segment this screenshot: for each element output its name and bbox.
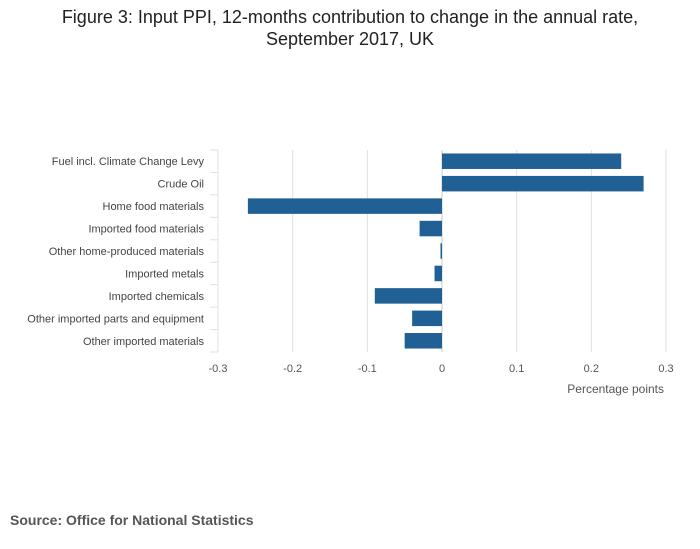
bar bbox=[442, 175, 644, 192]
chart-title-line-2: September 2017, UK bbox=[265, 29, 435, 49]
x-tick-label: -0.1 bbox=[358, 363, 377, 375]
category-label: Crude Oil bbox=[158, 179, 204, 191]
category-label: Home food materials bbox=[103, 201, 205, 213]
bar bbox=[374, 288, 442, 304]
chart-title: Figure 3: Input PPI, 12-months contribut… bbox=[0, 6, 700, 50]
category-label: Other imported parts and equipment bbox=[27, 313, 204, 325]
category-label: Imported chemicals bbox=[109, 291, 205, 303]
bar bbox=[419, 220, 442, 237]
bar bbox=[247, 198, 442, 214]
x-tick-label: 0.1 bbox=[509, 363, 524, 375]
category-label: Other imported materials bbox=[83, 336, 205, 348]
bar bbox=[434, 265, 442, 282]
bars bbox=[247, 153, 644, 349]
category-label: Other home-produced materials bbox=[49, 246, 205, 258]
category-label: Imported metals bbox=[125, 268, 204, 280]
y-axis bbox=[210, 149, 219, 353]
bar bbox=[412, 310, 442, 327]
bar bbox=[440, 243, 442, 259]
x-tick-label: 0 bbox=[439, 363, 445, 375]
x-tick-label: -0.3 bbox=[209, 363, 228, 375]
source-note: Source: Office for National Statistics bbox=[10, 512, 254, 528]
x-axis-title: Percentage points bbox=[567, 382, 664, 396]
chart-title-line-1: Figure 3: Input PPI, 12-months contribut… bbox=[61, 7, 639, 27]
x-tick-labels: -0.3 -0.2 -0.1 0 0.1 0.2 0.3 bbox=[209, 363, 674, 375]
category-label: Imported food materials bbox=[88, 224, 204, 236]
bar bbox=[404, 333, 442, 349]
bar bbox=[442, 153, 622, 169]
category-labels: Fuel incl. Climate Change Levy Crude Oil H… bbox=[27, 156, 204, 348]
category-label: Fuel incl. Climate Change Levy bbox=[52, 156, 205, 168]
x-tick-label: 0.2 bbox=[584, 363, 599, 375]
x-tick-label: 0.3 bbox=[658, 363, 673, 375]
x-tick-label: -0.2 bbox=[283, 363, 302, 375]
